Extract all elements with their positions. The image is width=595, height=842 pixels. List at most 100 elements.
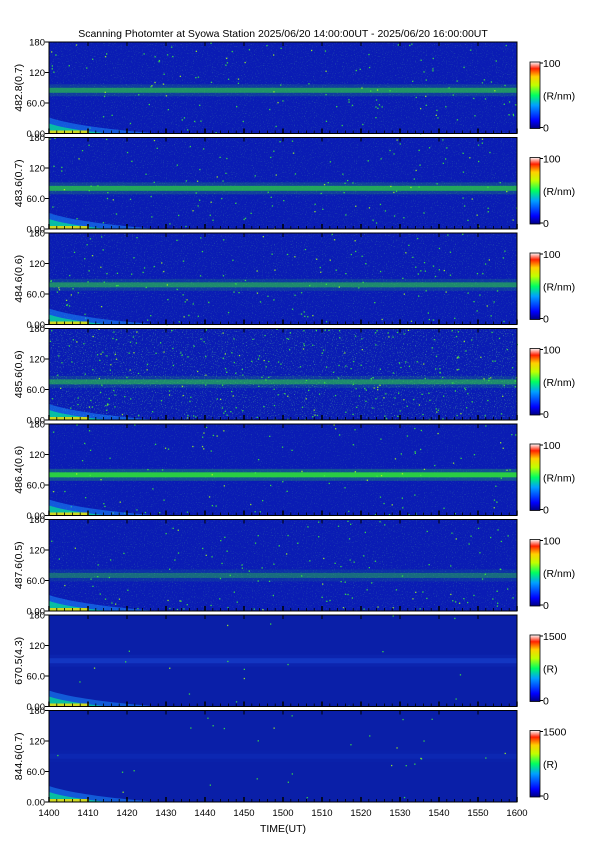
horizon-glow — [49, 690, 159, 707]
noise-dot — [496, 290, 499, 292]
noise-dot — [456, 80, 458, 82]
noise-dot — [84, 373, 86, 375]
noise-dot — [169, 568, 171, 570]
noise-dot — [445, 158, 447, 160]
noise-dot — [457, 331, 459, 333]
noise-dot — [107, 403, 109, 405]
y-tick-label: 180 — [29, 706, 45, 717]
noise-dot — [365, 263, 367, 265]
noise-dot — [102, 222, 105, 224]
noise-dot — [51, 51, 53, 53]
noise-dot — [76, 473, 78, 475]
noise-dot — [284, 393, 286, 395]
noise-dot — [396, 331, 399, 334]
noise-dot — [96, 354, 99, 356]
noise-dot — [92, 369, 94, 371]
colorbar-unit-label: (R/nm) — [543, 568, 575, 580]
noise-dot — [259, 301, 262, 303]
noise-dot — [131, 273, 133, 275]
noise-dot — [84, 313, 86, 315]
colorbar-unit-label: (R) — [543, 663, 558, 675]
noise-dot — [508, 114, 510, 116]
noise-dot — [382, 651, 384, 653]
noise-dot — [420, 757, 422, 760]
noise-dot — [363, 608, 365, 610]
noise-dot — [465, 389, 467, 391]
colorbar — [529, 443, 541, 511]
noise-dot — [399, 410, 401, 412]
noise-dot — [355, 250, 357, 253]
noise-dot — [248, 49, 251, 51]
panel-5: 0.00 60.0 120 180 487.6(0.5) 100 0 (R/nm) — [13, 515, 575, 618]
colorbar — [529, 730, 541, 798]
noise-dot — [342, 173, 344, 175]
noise-dot — [481, 82, 484, 84]
noise-dot — [431, 347, 434, 349]
x-tick-label: 1430 — [155, 808, 176, 819]
noise-dot — [361, 349, 363, 351]
noise-dot — [212, 725, 214, 727]
noise-dot — [251, 360, 253, 362]
noise-dot — [368, 53, 370, 56]
noise-dot — [413, 178, 415, 180]
noise-dot — [106, 273, 108, 275]
panel-1: 0.00 60.0 120 180 483.6(0.7) 100 0 (R/nm) — [13, 133, 575, 236]
noise-dot — [100, 353, 102, 355]
panel-0: 0.00 60.0 120 180 482.8(0.7) 100 0 (R/nm) — [13, 38, 575, 141]
noise-dot — [180, 352, 182, 354]
colorbar — [529, 634, 541, 702]
noise-dot — [226, 57, 228, 59]
panel-background — [49, 615, 517, 707]
y-tick-label: 120 — [29, 355, 45, 366]
noise-dot — [379, 203, 382, 206]
noise-dot — [192, 210, 194, 212]
noise-dot — [236, 601, 238, 603]
noise-dot — [207, 717, 209, 719]
horizon-glow — [49, 404, 159, 420]
noise-dot — [333, 424, 335, 426]
noise-dot — [194, 120, 196, 123]
x-tick-label: 1540 — [428, 808, 449, 819]
noise-dot — [205, 329, 207, 331]
y-tick-label: 60.0 — [27, 385, 46, 396]
noise-dot — [136, 237, 138, 239]
noise-dot — [235, 407, 237, 409]
emission-band-halo — [49, 750, 517, 762]
noise-dot — [92, 585, 94, 587]
noise-dot — [89, 474, 91, 476]
noise-dot — [268, 360, 270, 363]
emission-band-halo — [49, 654, 517, 667]
noise-dot — [362, 281, 364, 283]
noise-dot — [273, 150, 275, 152]
noise-dot — [289, 349, 291, 351]
noise-dot — [53, 165, 55, 167]
noise-dot — [197, 315, 199, 317]
noise-dot — [237, 82, 240, 84]
noise-dot — [110, 364, 112, 366]
colorbar-max-label: 100 — [543, 58, 561, 70]
noise-dot — [273, 727, 275, 729]
noise-dot — [84, 442, 86, 445]
noise-dot — [127, 589, 129, 591]
noise-dot — [455, 601, 457, 603]
emission-band-halo — [49, 468, 517, 481]
noise-dot — [76, 424, 78, 426]
noise-dot — [257, 580, 259, 582]
noise-dot — [331, 233, 333, 236]
noise-dot — [244, 217, 247, 219]
noise-dot — [254, 175, 256, 177]
noise-dot — [493, 499, 496, 501]
noise-dot — [434, 275, 437, 278]
noise-dot — [202, 436, 204, 438]
noise-dot — [434, 464, 436, 467]
emission-band — [49, 472, 517, 478]
noise-dot — [429, 418, 431, 421]
emission-band — [49, 753, 517, 759]
noise-dot — [309, 285, 311, 287]
noise-dot — [273, 388, 275, 390]
noise-dot — [254, 511, 256, 513]
y-tick-label: 60.0 — [27, 481, 46, 492]
noise-dot — [417, 237, 419, 240]
noise-dot — [203, 432, 205, 434]
noise-dot — [309, 560, 311, 562]
